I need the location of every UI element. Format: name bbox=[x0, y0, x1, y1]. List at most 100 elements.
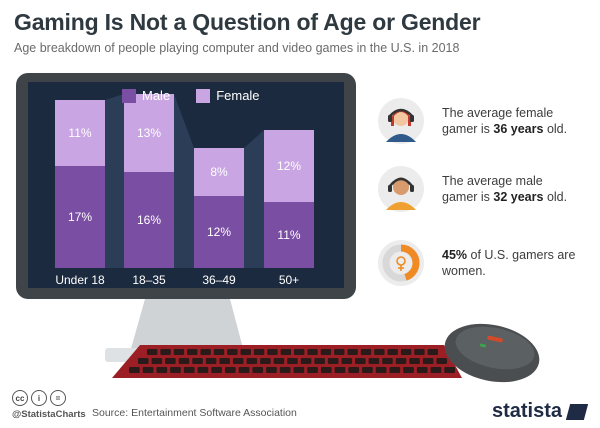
key-1-8 bbox=[246, 358, 258, 364]
bar-male-2 bbox=[194, 196, 244, 268]
connector-0 bbox=[105, 94, 124, 268]
key-2-18 bbox=[375, 367, 387, 373]
bar-male-0 bbox=[55, 166, 105, 268]
chart-subtitle: Age breakdown of people playing computer… bbox=[14, 41, 460, 55]
key-1-6 bbox=[219, 358, 230, 364]
label-female-1: 13% bbox=[137, 126, 161, 140]
label-female-2: 8% bbox=[210, 165, 228, 179]
key-2-3 bbox=[170, 367, 181, 373]
creative-commons-icon: cc bbox=[12, 390, 28, 406]
key-2-16 bbox=[348, 367, 360, 373]
label-male-2: 12% bbox=[207, 225, 231, 239]
key-2-7 bbox=[224, 367, 236, 373]
monitor-stand bbox=[130, 299, 244, 352]
key-2-10 bbox=[266, 367, 277, 373]
key-1-3 bbox=[178, 358, 190, 364]
bar-male-1 bbox=[124, 172, 174, 268]
chart-area: 17% 11% Under 18 16% 13% 18–35 12% 8% 36–49 11% 12… bbox=[55, 94, 314, 287]
key-1-2 bbox=[165, 358, 176, 364]
key-2-12 bbox=[293, 367, 305, 373]
key-1-13 bbox=[314, 358, 325, 364]
chart-title: Gaming Is Not a Question of Age or Gende… bbox=[14, 9, 481, 35]
connector-1 bbox=[174, 94, 194, 268]
key-1-11 bbox=[287, 358, 298, 364]
key-0-3 bbox=[187, 349, 198, 355]
label-male-1: 16% bbox=[137, 213, 161, 227]
category-label-0: Under 18 bbox=[55, 273, 105, 287]
bar-female-1 bbox=[124, 94, 174, 172]
key-0-16 bbox=[360, 349, 372, 355]
key-0-8 bbox=[253, 349, 265, 355]
key-1-20 bbox=[409, 358, 420, 364]
attribution-icon: i bbox=[31, 390, 47, 406]
key-2-15 bbox=[334, 367, 346, 373]
fact-women-share: 45% of U.S. gamers are women. bbox=[378, 240, 578, 286]
key-2-19 bbox=[389, 367, 401, 373]
statista-mark-icon bbox=[565, 403, 589, 420]
key-1-5 bbox=[205, 358, 217, 364]
key-1-17 bbox=[368, 358, 380, 364]
label-female-3: 12% bbox=[277, 159, 301, 173]
key-2-6 bbox=[211, 367, 222, 373]
statista-logo[interactable]: statista bbox=[491, 400, 589, 423]
key-2-9 bbox=[252, 367, 264, 373]
key-1-22 bbox=[436, 358, 447, 364]
key-2-21 bbox=[416, 367, 428, 373]
bar-female-0 bbox=[55, 100, 105, 166]
key-0-0 bbox=[147, 349, 158, 355]
key-0-17 bbox=[374, 349, 385, 355]
key-0-7 bbox=[240, 349, 251, 355]
key-0-2 bbox=[173, 349, 185, 355]
key-1-0 bbox=[138, 358, 149, 364]
bar-female-2 bbox=[194, 148, 244, 196]
key-0-5 bbox=[213, 349, 225, 355]
keyboard-keys bbox=[129, 349, 455, 373]
key-2-8 bbox=[238, 367, 250, 373]
key-1-16 bbox=[355, 358, 366, 364]
legend-label-female: Female bbox=[216, 88, 260, 103]
mouse-icon bbox=[444, 323, 540, 383]
key-2-0 bbox=[129, 367, 140, 373]
female-gamer-icon bbox=[378, 98, 424, 144]
fact-male-age: The average male gamer is 32 years old. bbox=[378, 166, 578, 212]
no-derivatives-icon: = bbox=[50, 390, 66, 406]
key-2-23 bbox=[444, 367, 455, 373]
key-2-5 bbox=[197, 367, 209, 373]
key-1-15 bbox=[341, 358, 353, 364]
label-male-3: 11% bbox=[277, 228, 300, 242]
license-icons: cc i = bbox=[12, 390, 66, 406]
key-0-9 bbox=[267, 349, 278, 355]
brand-name: statista bbox=[491, 400, 562, 422]
chart-legend: Male Female bbox=[122, 88, 260, 103]
monitor-illustration: 17% 11% Under 18 16% 13% 18–35 12% 8% 36–49 11% 12… bbox=[16, 73, 540, 383]
category-label-3: 50+ bbox=[279, 273, 299, 287]
key-1-9 bbox=[260, 358, 271, 364]
category-label-2: 36–49 bbox=[202, 273, 236, 287]
key-2-1 bbox=[142, 367, 154, 373]
key-0-15 bbox=[347, 349, 358, 355]
male-gamer-icon bbox=[378, 166, 424, 212]
key-2-22 bbox=[430, 367, 442, 373]
key-0-13 bbox=[320, 349, 332, 355]
key-0-19 bbox=[400, 349, 412, 355]
key-0-20 bbox=[414, 349, 425, 355]
legend-item-male: Male bbox=[122, 88, 170, 103]
key-0-4 bbox=[200, 349, 211, 355]
key-2-11 bbox=[279, 367, 291, 373]
key-2-2 bbox=[156, 367, 168, 373]
key-0-21 bbox=[427, 349, 438, 355]
source-note: Source: Entertainment Software Associati… bbox=[92, 407, 297, 419]
key-2-14 bbox=[320, 367, 332, 373]
fact-female-age-text: The average female gamer is 36 years old… bbox=[442, 106, 568, 136]
female-share-donut-icon bbox=[378, 240, 424, 286]
key-1-19 bbox=[395, 358, 407, 364]
key-0-6 bbox=[227, 349, 238, 355]
key-0-11 bbox=[294, 349, 305, 355]
fact-male-age-text: The average male gamer is 32 years old. bbox=[442, 174, 568, 204]
key-0-10 bbox=[280, 349, 291, 355]
bar-male-3 bbox=[264, 202, 314, 268]
key-1-1 bbox=[151, 358, 163, 364]
key-0-12 bbox=[307, 349, 318, 355]
legend-item-female: Female bbox=[196, 88, 260, 103]
key-2-20 bbox=[403, 367, 414, 373]
